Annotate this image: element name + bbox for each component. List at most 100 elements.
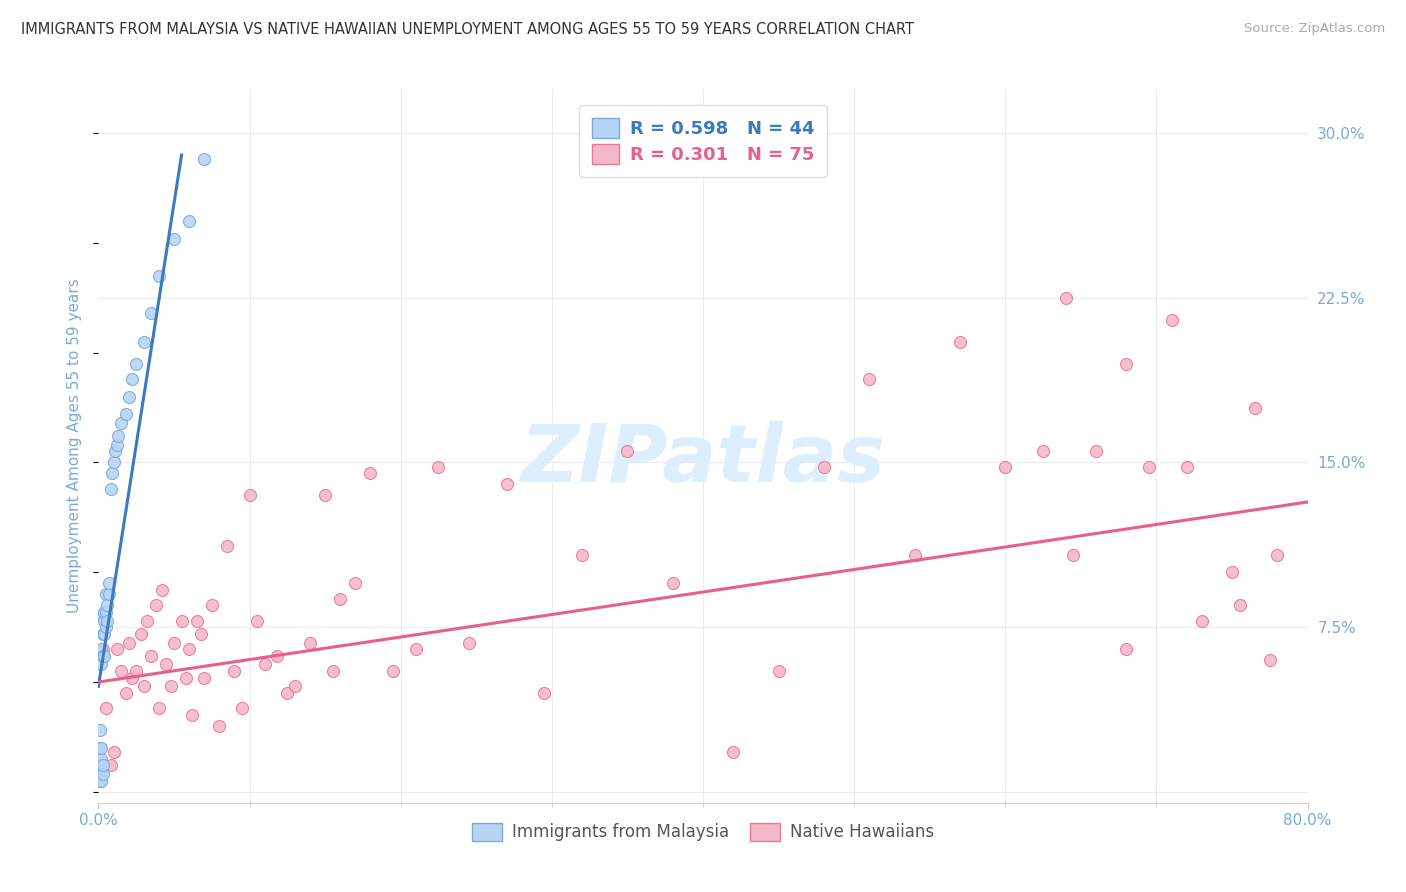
Point	[1258, 653, 1281, 667]
Point	[96, 614, 118, 628]
Point	[1054, 291, 1077, 305]
Point	[495, 477, 517, 491]
Point	[114, 407, 136, 421]
Point	[186, 614, 208, 628]
Point	[118, 635, 141, 649]
Text: Source: ZipAtlas.com: Source: ZipAtlas.com	[1244, 22, 1385, 36]
Point	[949, 334, 972, 349]
Point	[1175, 459, 1198, 474]
Point	[129, 626, 152, 640]
Point	[148, 268, 170, 283]
Point	[1115, 642, 1137, 657]
Point	[90, 773, 112, 788]
Point	[90, 763, 112, 777]
Point	[90, 657, 112, 672]
Point	[190, 626, 212, 640]
Point	[1220, 566, 1243, 580]
Point	[163, 635, 186, 649]
Point	[89, 740, 111, 755]
Point	[344, 576, 367, 591]
Point	[104, 444, 127, 458]
Point	[105, 438, 128, 452]
Point	[246, 614, 269, 628]
Point	[148, 701, 170, 715]
Point	[118, 390, 141, 404]
Point	[1062, 548, 1084, 562]
Point	[155, 657, 177, 672]
Point	[100, 482, 122, 496]
Point	[193, 671, 215, 685]
Point	[94, 620, 117, 634]
Point	[135, 614, 157, 628]
Point	[170, 614, 193, 628]
Point	[1137, 459, 1160, 474]
Point	[299, 635, 322, 649]
Point	[91, 626, 114, 640]
Point	[723, 745, 745, 759]
Point	[266, 648, 288, 663]
Text: IMMIGRANTS FROM MALAYSIA VS NATIVE HAWAIIAN UNEMPLOYMENT AMONG AGES 55 TO 59 YEA: IMMIGRANTS FROM MALAYSIA VS NATIVE HAWAI…	[21, 22, 914, 37]
Point	[661, 576, 683, 591]
Point	[904, 548, 927, 562]
Point	[382, 664, 405, 678]
Point	[121, 372, 143, 386]
Point	[125, 664, 148, 678]
Point	[405, 642, 427, 657]
Point	[114, 686, 136, 700]
Point	[94, 701, 117, 715]
Point	[1191, 614, 1213, 628]
Point	[98, 576, 121, 591]
Point	[533, 686, 555, 700]
Point	[858, 372, 880, 386]
Point	[253, 657, 276, 672]
Point	[571, 548, 593, 562]
Point	[314, 488, 336, 502]
Point	[322, 664, 344, 678]
Point	[90, 740, 112, 755]
Point	[994, 459, 1017, 474]
Point	[239, 488, 262, 502]
Point	[181, 708, 204, 723]
Point	[94, 587, 117, 601]
Y-axis label: Unemployment Among Ages 55 to 59 years: Unemployment Among Ages 55 to 59 years	[67, 278, 83, 614]
Point	[100, 758, 122, 772]
Point	[457, 635, 479, 649]
Point	[110, 416, 132, 430]
Point	[110, 664, 132, 678]
Point	[91, 648, 114, 663]
Point	[616, 444, 638, 458]
Point	[91, 642, 114, 657]
Point	[91, 609, 114, 624]
Point	[768, 664, 790, 678]
Point	[96, 598, 118, 612]
Point	[89, 773, 111, 788]
Point	[201, 598, 224, 612]
Point	[145, 598, 167, 612]
Point	[132, 334, 155, 349]
Point	[93, 648, 115, 663]
Point	[179, 214, 201, 228]
Point	[98, 587, 121, 601]
Point	[93, 605, 115, 619]
Text: ZIPatlas: ZIPatlas	[520, 421, 886, 500]
Point	[360, 467, 382, 481]
Point	[163, 231, 186, 245]
Point	[1160, 312, 1182, 326]
Point	[90, 752, 112, 766]
Point	[141, 648, 163, 663]
Point	[91, 758, 114, 772]
Point	[231, 701, 253, 715]
Point	[208, 719, 231, 733]
Point	[90, 642, 112, 657]
Point	[132, 680, 155, 694]
Point	[174, 671, 197, 685]
Legend: Immigrants from Malaysia, Native Hawaiians: Immigrants from Malaysia, Native Hawaiia…	[465, 816, 941, 848]
Point	[813, 459, 835, 474]
Point	[276, 686, 298, 700]
Point	[89, 767, 111, 781]
Point	[91, 767, 114, 781]
Point	[284, 680, 307, 694]
Point	[103, 745, 125, 759]
Point	[160, 680, 183, 694]
Point	[121, 671, 143, 685]
